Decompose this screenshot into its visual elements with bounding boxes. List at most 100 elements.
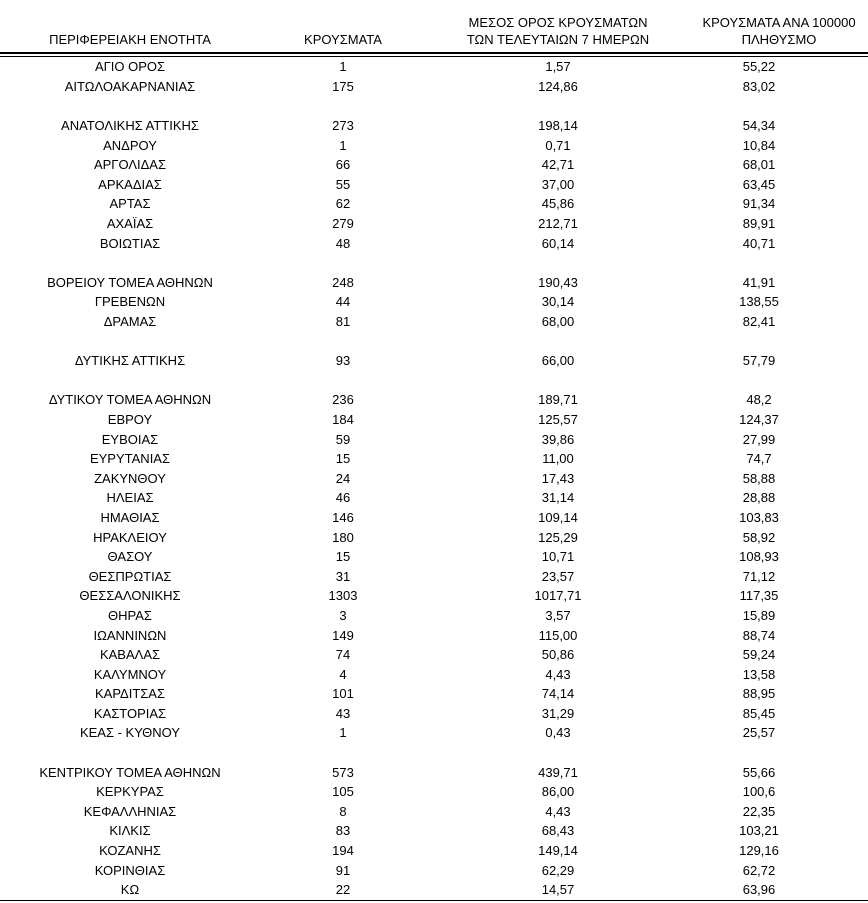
cases-cell: 43 <box>335 705 351 721</box>
column-header-line: ΤΩΝ ΤΕΛΕΥΤΑΙΩΝ 7 ΗΜΕΡΩΝ <box>466 32 650 47</box>
column-header-line: ΠΕΡΙΦΕΡΕΙΑΚΗ ΕΝΟΤΗΤΑ <box>49 32 211 47</box>
per100k-cell: 15,89 <box>742 607 776 623</box>
avg7-cell: 124,86 <box>538 78 578 94</box>
per100k-cell: 13,58 <box>742 666 776 682</box>
header-double-rule <box>0 53 868 57</box>
avg7-cell: 1017,71 <box>534 588 582 604</box>
per100k-cell: 129,16 <box>739 843 779 859</box>
avg7-cell: 149,14 <box>538 843 578 859</box>
column-header-avg7: ΜΕΣΟΣ ΟΡΟΣ ΚΡΟΥΣΜΑΤΩΝ ΤΩΝ ΤΕΛΕΥΤΑΙΩΝ 7 ΗΜ… <box>426 0 690 54</box>
avg7-cell: 115,00 <box>538 627 578 643</box>
region-cell: ΕΒΡΟΥ <box>107 411 153 427</box>
cases-cell: 184 <box>332 411 354 427</box>
cases-cell: 273 <box>332 118 354 134</box>
avg7-cell: 212,71 <box>538 216 578 232</box>
column-header-line: ΠΛΗΘΥΣΜΟ <box>741 32 817 47</box>
avg7-cell: 45,86 <box>541 196 575 212</box>
table-row: ΚΕΦΑΛΛΗΝΙΑΣ 8 4,43 22,35 <box>0 802 868 822</box>
per100k-cell: 89,91 <box>742 216 776 232</box>
region-cell: ΚΙΛΚΙΣ <box>109 823 151 839</box>
table-body: ΑΓΙΟ ΟΡΟΣ 1 1,57 55,22 ΑΙΤΩΛΟΑΚΑΡΝΑΝΙΑΣ 175 12… <box>0 57 868 901</box>
region-cell: ΕΥΡΥΤΑΝΙΑΣ <box>89 451 171 467</box>
table-row: ΘΑΣΟΥ 15 10,71 108,93 <box>0 547 868 567</box>
cases-cell: 4 <box>339 666 347 682</box>
cases-cell: 1 <box>339 59 347 75</box>
table-row: ΘΕΣΠΡΩΤΙΑΣ 31 23,57 71,12 <box>0 566 868 586</box>
per100k-cell: 138,55 <box>739 294 779 310</box>
region-cell: ΓΡΕΒΕΝΩΝ <box>94 294 166 310</box>
per100k-cell: 83,02 <box>742 78 776 94</box>
region-cell: ΘΕΣΠΡΩΤΙΑΣ <box>88 568 172 584</box>
region-cell: ΚΑΣΤΟΡΙΑΣ <box>93 705 167 721</box>
region-cell: ΑΡΚΑΔΙΑΣ <box>98 176 162 192</box>
table-row: ΚΙΛΚΙΣ 83 68,43 103,21 <box>0 821 868 841</box>
avg7-cell: 60,14 <box>541 235 575 251</box>
table-row: ΘΗΡΑΣ 3 3,57 15,89 <box>0 606 868 626</box>
region-cell: ΔΥΤΙΚΗΣ ΑΤΤΙΚΗΣ <box>74 353 186 369</box>
avg7-cell: 42,71 <box>541 157 575 173</box>
cases-cell: 101 <box>332 686 354 702</box>
table-row: ΔΡΑΜΑΣ 81 68,00 82,41 <box>0 312 868 332</box>
region-cell: ΒΟΡΕΙΟΥ ΤΟΜΕΑ ΑΘΗΝΩΝ <box>47 274 213 290</box>
region-cell: ΗΡΑΚΛΕΙΟΥ <box>93 529 167 545</box>
group-spacer-cell <box>0 331 868 351</box>
table-row: ΑΝΑΤΟΛΙΚΗΣ ΑΤΤΙΚΗΣ 273 198,14 54,34 <box>0 116 868 136</box>
region-cell: ΑΡΤΑΣ <box>109 196 151 212</box>
table-row: ΑΙΤΩΛΟΑΚΑΡΝΑΝΙΑΣ 175 124,86 83,02 <box>0 77 868 97</box>
table-row: ΘΕΣΣΑΛΟΝΙΚΗΣ 1303 1017,71 117,35 <box>0 586 868 606</box>
avg7-cell: 3,57 <box>545 607 571 623</box>
table-row: ΔΥΤΙΚΟΥ ΤΟΜΕΑ ΑΘΗΝΩΝ 236 189,71 48,2 <box>0 390 868 410</box>
group-spacer-cell <box>0 96 868 116</box>
avg7-cell: 50,86 <box>541 647 575 663</box>
cases-cell: 59 <box>335 431 351 447</box>
cases-cell: 236 <box>332 392 354 408</box>
per100k-cell: 103,83 <box>739 509 779 525</box>
table-row: ΒΟΡΕΙΟΥ ΤΟΜΕΑ ΑΘΗΝΩΝ 248 190,43 41,91 <box>0 273 868 293</box>
cases-cell: 15 <box>335 451 351 467</box>
region-cell: ΑΝΑΤΟΛΙΚΗΣ ΑΤΤΙΚΗΣ <box>61 118 199 134</box>
cases-cell: 3 <box>339 607 347 623</box>
table-row: ΚΩ 22 14,57 63,96 <box>0 880 868 900</box>
avg7-cell: 1,57 <box>545 59 571 75</box>
cases-cell: 279 <box>332 216 354 232</box>
cases-cell: 46 <box>335 490 351 506</box>
region-cell: ΗΛΕΙΑΣ <box>106 490 154 506</box>
per100k-cell: 68,01 <box>742 157 776 173</box>
cases-cell: 24 <box>335 470 351 486</box>
table-row: ΑΡΓΟΛΙΔΑΣ 66 42,71 68,01 <box>0 155 868 175</box>
per100k-cell: 58,92 <box>742 529 776 545</box>
cases-cell: 146 <box>332 509 354 525</box>
table-row: ΚΟΡΙΝΘΙΑΣ 91 62,29 62,72 <box>0 860 868 880</box>
cases-cell: 573 <box>332 764 354 780</box>
cases-cell: 44 <box>335 294 351 310</box>
avg7-cell: 0,43 <box>545 725 571 741</box>
header-double-rule-line <box>0 53 868 57</box>
per100k-cell: 55,22 <box>742 59 776 75</box>
cases-cell: 248 <box>332 274 354 290</box>
per100k-cell: 71,12 <box>742 568 776 584</box>
table-row: ΚΕΑΣ - ΚΥΘΝΟΥ 1 0,43 25,57 <box>0 723 868 743</box>
table-row: ΕΥΒΟΙΑΣ 59 39,86 27,99 <box>0 429 868 449</box>
per100k-cell: 59,24 <box>742 647 776 663</box>
per100k-cell: 28,88 <box>742 490 776 506</box>
table-row: ΑΝΔΡΟΥ 1 0,71 10,84 <box>0 135 868 155</box>
avg7-cell: 4,43 <box>545 803 571 819</box>
cases-cell: 81 <box>335 314 351 330</box>
table-row: ΑΓΙΟ ΟΡΟΣ 1 1,57 55,22 <box>0 57 868 77</box>
avg7-cell: 10,71 <box>541 549 575 565</box>
region-cell: ΗΜΑΘΙΑΣ <box>100 509 160 525</box>
column-header-line: ΚΡΟΥΣΜΑΤΑ <box>304 32 382 47</box>
cases-cell: 22 <box>335 882 351 898</box>
table-row: ΗΛΕΙΑΣ 46 31,14 28,88 <box>0 488 868 508</box>
avg7-cell: 17,43 <box>541 470 575 486</box>
per100k-cell: 91,34 <box>742 196 776 212</box>
group-spacer-cell <box>0 253 868 273</box>
avg7-cell: 11,00 <box>542 451 574 467</box>
avg7-cell: 439,71 <box>538 764 578 780</box>
cases-cell: 175 <box>332 78 354 94</box>
region-cell: ΑΧΑΪΑΣ <box>106 216 154 232</box>
cases-cell: 66 <box>335 157 351 173</box>
avg7-cell: 31,29 <box>541 705 575 721</box>
avg7-cell: 37,00 <box>541 176 575 192</box>
